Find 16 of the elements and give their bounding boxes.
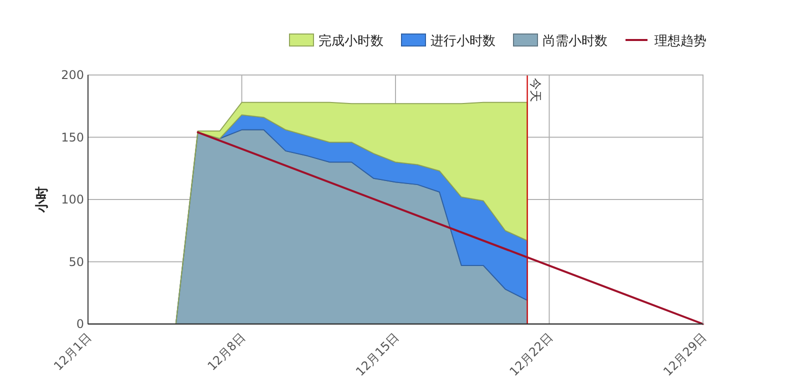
y-axis-title: 小时 (35, 186, 50, 214)
x-tick-label: 12月29日 (660, 330, 710, 379)
y-tick-label: 100 (61, 192, 84, 206)
y-tick-label: 200 (61, 68, 84, 82)
legend-label: 理想趋势 (654, 34, 706, 49)
y-tick-label: 150 (61, 130, 84, 144)
x-tick-label: 12月1日 (51, 330, 94, 374)
x-tick-label: 12月22日 (506, 330, 556, 379)
legend-label: 进行小时数 (430, 34, 496, 49)
legend-label: 完成小时数 (318, 33, 384, 49)
x-tick-label: 12月8日 (204, 330, 248, 374)
legend-label: 尚需小时数 (542, 34, 608, 49)
x-tick-label: 12月15日 (353, 330, 402, 379)
y-tick-label: 0 (76, 317, 84, 331)
y-tick-label: 50 (68, 254, 84, 269)
ref-line-label: 今天 (528, 78, 542, 102)
